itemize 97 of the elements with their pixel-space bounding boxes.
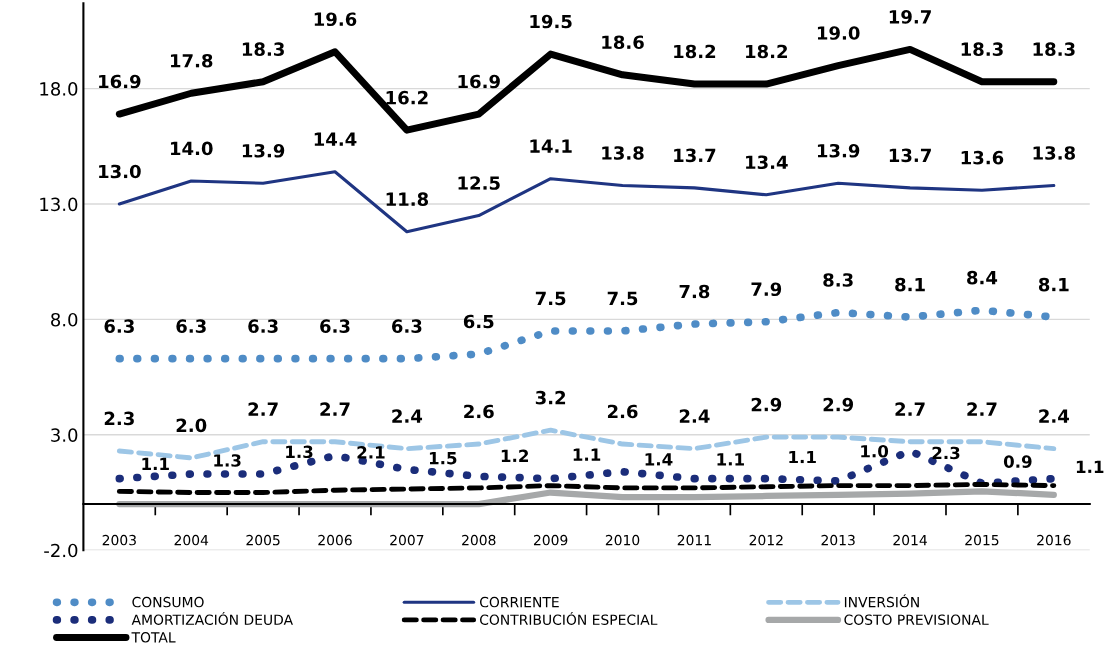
legend-label: CONSUMO <box>132 596 204 608</box>
data-label: 7.5 <box>607 291 638 306</box>
data-label: 13.8 <box>602 146 644 160</box>
data-label: 1.3 <box>214 454 241 467</box>
x-tick-label: 2015 <box>965 534 999 546</box>
data-label: 0.9 <box>1003 455 1032 468</box>
y-tick-label: 18.0 <box>40 82 78 96</box>
x-tick-label: 2003 <box>102 534 136 546</box>
data-label: 2.3 <box>932 446 960 460</box>
data-label: 6.3 <box>392 319 422 333</box>
data-label: 3.2 <box>535 390 566 405</box>
data-label: 13.7 <box>674 148 716 163</box>
data-label: 2.9 <box>823 397 854 412</box>
data-label: 2.3 <box>104 411 134 426</box>
y-tick-label: -2.0 <box>44 543 78 558</box>
data-label: 6.3 <box>320 319 350 333</box>
data-label: 2.4 <box>1039 409 1069 423</box>
x-tick-label: 2004 <box>174 534 209 546</box>
data-label: 14.0 <box>170 141 213 156</box>
data-label: 1.3 <box>286 445 313 459</box>
data-label: 18.6 <box>602 35 644 50</box>
data-label: 12.5 <box>458 176 500 190</box>
data-label: 2.7 <box>248 402 278 416</box>
data-label: 2.4 <box>679 409 710 423</box>
x-tick-label: 2005 <box>246 534 280 546</box>
data-label: 2.1 <box>357 446 385 459</box>
line-series <box>116 482 1057 495</box>
data-label: 18.2 <box>674 44 716 59</box>
data-label: 2.7 <box>967 402 997 416</box>
x-tick-label: 2006 <box>318 534 352 546</box>
data-label: 6.3 <box>176 319 206 333</box>
data-label: 2.9 <box>751 397 782 412</box>
data-label: 2.7 <box>895 402 925 416</box>
data-label: 8.1 <box>1038 277 1069 292</box>
data-label: 19.0 <box>817 26 860 40</box>
data-label: 19.6 <box>314 12 357 27</box>
data-label: 16.9 <box>458 74 500 89</box>
data-label: 1.5 <box>429 452 457 465</box>
legend-label: INVERSIÓN <box>844 594 919 608</box>
data-label: 6.3 <box>248 319 278 333</box>
x-tick-label: 2007 <box>390 534 424 546</box>
data-label: 2.6 <box>464 404 494 419</box>
data-label: 1.2 <box>501 449 529 462</box>
data-label: 13.4 <box>746 155 788 170</box>
data-label: 7.8 <box>679 284 710 299</box>
data-label: 16.9 <box>99 74 141 89</box>
data-label: 1.1 <box>573 448 601 461</box>
data-label: 1.1 <box>789 450 816 464</box>
legend-label: COSTO PREVISIONAL <box>844 614 989 625</box>
data-label: 14.1 <box>530 139 572 153</box>
x-tick-label: 2013 <box>821 534 855 546</box>
data-label: 19.7 <box>889 10 931 24</box>
data-label: 8.3 <box>823 273 853 287</box>
data-label: 1.1 <box>142 457 169 470</box>
data-label: 6.5 <box>463 314 494 329</box>
data-label: 11.8 <box>386 192 429 207</box>
y-tick-label: 3.0 <box>51 428 78 442</box>
data-label: 7.9 <box>751 282 782 297</box>
data-label: 13.0 <box>99 164 141 179</box>
data-label: 18.3 <box>1033 42 1075 57</box>
data-label: 8.4 <box>967 270 998 285</box>
data-label: 13.6 <box>961 150 1004 165</box>
legend-label: TOTAL <box>131 632 176 643</box>
data-label: 18.2 <box>746 44 787 59</box>
data-label: 13.9 <box>242 143 285 158</box>
legend-label: CORRIENTE <box>479 596 559 608</box>
data-label: 17.8 <box>170 53 213 68</box>
data-label: 2.7 <box>320 402 350 416</box>
data-label: 16.2 <box>386 90 428 105</box>
x-tick-label: 2014 <box>893 534 927 546</box>
data-label: 2.4 <box>392 409 423 423</box>
x-tick-label: 2016 <box>1037 534 1071 546</box>
x-tick-label: 2012 <box>749 534 783 546</box>
data-label: 18.3 <box>242 42 284 57</box>
legend-label: AMORTIZACIÓN DEUDA <box>131 611 293 625</box>
x-tick-label: 2009 <box>533 534 568 546</box>
data-label: 19.5 <box>530 14 572 29</box>
legend-label: CONTRIBUCIÓN ESPECIAL <box>479 611 658 625</box>
y-tick-label: 8.0 <box>51 312 78 327</box>
data-label: 1.0 <box>861 444 889 458</box>
data-label: 13.9 <box>817 143 860 158</box>
x-tick-label: 2008 <box>462 534 496 546</box>
y-tick-label: 13.0 <box>40 197 78 212</box>
data-label: 14.4 <box>314 132 357 146</box>
data-label: 1.1 <box>717 453 744 466</box>
data-label: 2.6 <box>607 404 638 419</box>
data-label: 18.3 <box>961 42 1003 57</box>
data-label: 2.0 <box>176 418 207 433</box>
x-tick-label: 2010 <box>605 534 640 546</box>
data-label: 1.1 <box>1076 460 1104 473</box>
data-label: 1.4 <box>645 453 673 466</box>
x-tick-label: 2011 <box>677 534 711 546</box>
data-label: 8.1 <box>895 277 925 292</box>
data-label: 7.5 <box>535 291 566 306</box>
data-label: 13.7 <box>889 148 931 163</box>
data-label: 13.8 <box>1033 146 1075 160</box>
data-label: 6.3 <box>104 319 134 333</box>
